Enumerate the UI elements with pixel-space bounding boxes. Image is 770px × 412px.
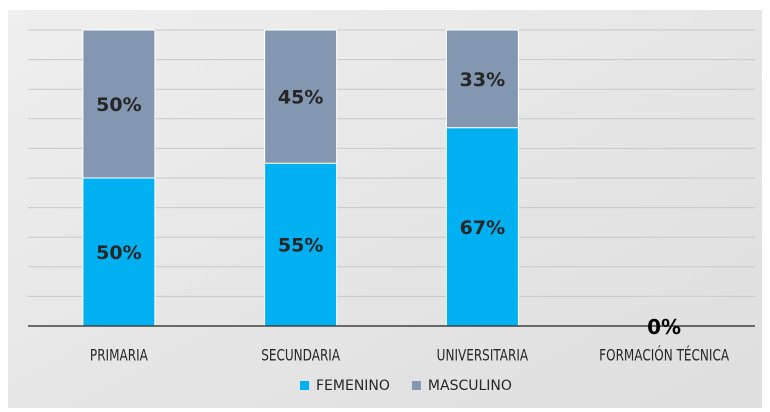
- bar-masculino: [82, 29, 156, 179]
- legend-swatch-femenino: [300, 381, 309, 390]
- legend: FEMENINO MASCULINO: [300, 378, 512, 394]
- category-labels: PRIMARIA SECUNDARIA UNIVERSITARIA FORMACIÓN…: [90, 345, 730, 365]
- data-label-masculino: 33%: [460, 69, 505, 91]
- data-label-femenino: 55%: [278, 235, 323, 257]
- legend-label-masculino: MASCULINO: [428, 378, 512, 394]
- category-label: FORMACIÓN TÉCNICA: [599, 345, 729, 365]
- category-label: SECUNDARIA: [261, 347, 340, 365]
- bar-masculino: [445, 29, 519, 129]
- bar-femenino: [264, 162, 338, 327]
- data-label-femenino: 67%: [460, 217, 505, 239]
- category-label: PRIMARIA: [90, 347, 148, 365]
- bar-femenino: [445, 127, 519, 327]
- bar-masculino: [264, 29, 338, 164]
- category-label: UNIVERSITARIA: [437, 347, 529, 365]
- data-label-femenino: 50%: [96, 242, 141, 264]
- data-label-masculino: 45%: [278, 87, 323, 109]
- data-label-femenino: 0%: [647, 315, 681, 339]
- data-label-masculino: 50%: [96, 94, 141, 116]
- bar-femenino: [82, 177, 156, 327]
- legend-label-femenino: FEMENINO: [316, 378, 390, 394]
- bar-series: [82, 29, 519, 327]
- data-labels: 50% 50% 55% 45% 67% 33% 0%: [96, 69, 681, 339]
- legend-swatch-masculino: [411, 381, 421, 390]
